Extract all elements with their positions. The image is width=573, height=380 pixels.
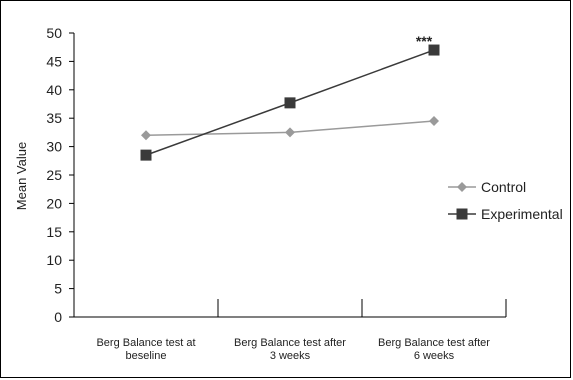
y-axis-title: Mean Value [14, 142, 29, 210]
data-point-experimental [284, 97, 296, 109]
y-tick-label: 30 [46, 139, 62, 155]
significance-annotation: *** [416, 33, 433, 49]
legend-item-control: Control [448, 179, 526, 195]
y-tick-label: 40 [46, 82, 62, 98]
legend-item-experimental: Experimental [448, 206, 563, 222]
data-point-control [285, 127, 295, 138]
legend-marker-experimental [456, 208, 468, 220]
series-layer [140, 44, 440, 161]
axes [73, 33, 506, 318]
y-tick-label: 0 [54, 309, 62, 325]
y-tick-label: 10 [46, 252, 62, 268]
x-category-label: Berg Balance test at beseline [96, 337, 195, 362]
y-tick-label: 15 [46, 224, 62, 240]
x-category-label: Berg Balance test after 6 weeks [378, 337, 490, 362]
x-axis-ticks: Berg Balance test at beseline Berg Balance… [96, 299, 507, 362]
y-tick-label: 35 [46, 110, 62, 126]
annotation-layer: *** [416, 33, 433, 49]
y-tick-label: 25 [46, 167, 62, 183]
legend-label-experimental: Experimental [481, 206, 563, 222]
y-tick-label: 20 [46, 195, 62, 211]
series-experimental [140, 44, 440, 161]
y-tick-label: 50 [46, 25, 62, 41]
data-point-experimental [428, 44, 440, 56]
legend-marker-control [457, 182, 467, 192]
legend: Control Experimental [448, 179, 563, 222]
y-tick-label: 5 [54, 281, 62, 297]
y-tick-label: 45 [46, 53, 62, 69]
data-point-control [429, 116, 439, 127]
series-control [141, 116, 439, 141]
data-point-control [141, 130, 151, 141]
data-point-experimental [140, 149, 152, 161]
legend-label-control: Control [481, 179, 526, 195]
y-axis-ticks: 0 5 10 15 20 25 30 35 40 45 50 [46, 25, 74, 325]
x-category-label: Berg Balance test after 3 weeks [234, 337, 346, 362]
